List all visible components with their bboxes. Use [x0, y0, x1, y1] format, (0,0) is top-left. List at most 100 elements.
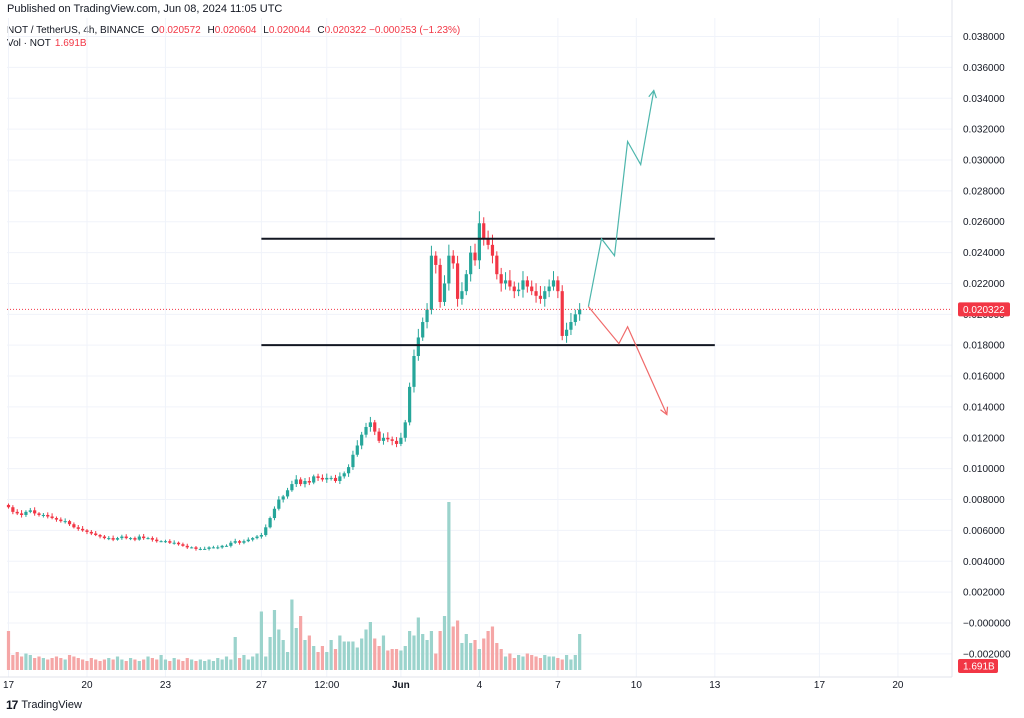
- candle-body: [486, 238, 490, 245]
- key-levels: [261, 237, 715, 347]
- candle-body: [438, 264, 442, 302]
- volume-bar: [176, 659, 181, 670]
- candle-body: [521, 280, 525, 290]
- candle-body: [316, 476, 320, 478]
- volume-bar: [442, 616, 447, 670]
- volume-bar: [194, 661, 198, 670]
- candle-body: [547, 286, 551, 292]
- candle-body: [281, 496, 285, 500]
- volume-bar: [24, 653, 28, 670]
- candle-body: [312, 476, 316, 483]
- candle-body: [54, 518, 59, 520]
- volume-bar: [425, 640, 429, 670]
- candle-body: [19, 513, 24, 515]
- candle-body: [551, 280, 556, 287]
- candle-body: [198, 548, 202, 550]
- volume-bar: [416, 617, 420, 670]
- candle-body: [294, 479, 298, 485]
- volume-bar: [499, 649, 503, 670]
- time-tick-label: 4: [477, 680, 483, 691]
- candle-body: [408, 386, 412, 423]
- volume-bar: [11, 655, 15, 670]
- candle-body: [102, 536, 107, 539]
- volume-bar: [63, 659, 67, 670]
- candle-body: [569, 322, 573, 330]
- volume-bar: [342, 641, 346, 670]
- volume-bar: [133, 659, 137, 670]
- time-tick-label: 20: [81, 680, 93, 691]
- volume-bar: [98, 661, 102, 670]
- low-label: L: [263, 25, 269, 36]
- candle-body: [255, 536, 259, 539]
- price-tick-label: 0.024000: [963, 248, 1005, 259]
- volume-bar: [578, 634, 582, 670]
- candle-body: [233, 541, 237, 543]
- volume-bar: [368, 622, 372, 670]
- candle-body: [107, 538, 111, 540]
- candle-body: [133, 538, 137, 540]
- last-price-badge: [958, 302, 1010, 317]
- price-tick-label: 0.006000: [963, 526, 1005, 537]
- volume-bar: [220, 659, 224, 670]
- volume-bar: [434, 653, 438, 670]
- volume-bar: [50, 658, 54, 670]
- volume-bar: [460, 643, 464, 670]
- candle-body: [512, 286, 516, 292]
- volume-bar: [54, 656, 59, 670]
- candle-body: [150, 538, 154, 540]
- volume-bar: [159, 655, 163, 670]
- candle-body: [578, 309, 582, 315]
- volume-bar: [168, 661, 172, 670]
- candle-body: [355, 445, 359, 455]
- candle-body: [564, 329, 569, 336]
- price-tick-label: 0.028000: [963, 186, 1005, 197]
- volume-bar: [508, 653, 512, 670]
- candle-body: [394, 440, 399, 444]
- high-value: 0.020604: [214, 25, 257, 36]
- time-tick-label: 13: [709, 680, 721, 691]
- candle-body: [6, 504, 11, 508]
- volume-bar: [89, 658, 93, 670]
- volume-bar: [67, 655, 72, 670]
- price-tick-label: 0.030000: [963, 155, 1005, 166]
- candle-body: [272, 508, 277, 519]
- symbol-legend: NOT / TetherUS, 4h, BINANCE O0.020572 H0…: [7, 25, 460, 36]
- volume-bar: [421, 634, 425, 670]
- candle-body: [194, 547, 198, 549]
- volume-bar: [203, 661, 207, 670]
- candle-body: [538, 295, 543, 299]
- candle-body: [163, 541, 168, 543]
- volume-bar: [185, 658, 189, 670]
- volume-bar: [28, 655, 32, 670]
- volume-bar: [377, 646, 381, 670]
- candle-body: [168, 541, 172, 543]
- volume-badge: [958, 659, 998, 673]
- candle-body: [124, 536, 128, 539]
- candle-body: [28, 510, 32, 512]
- volume-bar: [464, 634, 468, 670]
- volume-bar: [155, 659, 159, 670]
- candle-body: [290, 484, 294, 491]
- candle-body: [412, 355, 416, 387]
- volume-bar: [447, 502, 451, 670]
- volume-bar: [521, 656, 525, 670]
- candle-body: [46, 514, 50, 517]
- candle-body: [229, 542, 233, 546]
- low-value: 0.020044: [268, 25, 311, 36]
- candle-body: [172, 542, 176, 544]
- candle-body: [285, 490, 290, 497]
- candle-body: [477, 223, 481, 261]
- candle-body: [268, 518, 272, 528]
- candle-body: [530, 286, 534, 292]
- volume-bar: [320, 646, 325, 670]
- volume-bar: [564, 655, 569, 670]
- time-tick-label: 20: [892, 680, 904, 691]
- candle-body: [237, 541, 242, 543]
- candle-body: [342, 473, 346, 477]
- volume-bar: [137, 661, 141, 670]
- volume-bar: [72, 656, 76, 670]
- candle-body: [81, 528, 85, 531]
- candle-body: [216, 547, 220, 549]
- volume-bar: [124, 661, 128, 670]
